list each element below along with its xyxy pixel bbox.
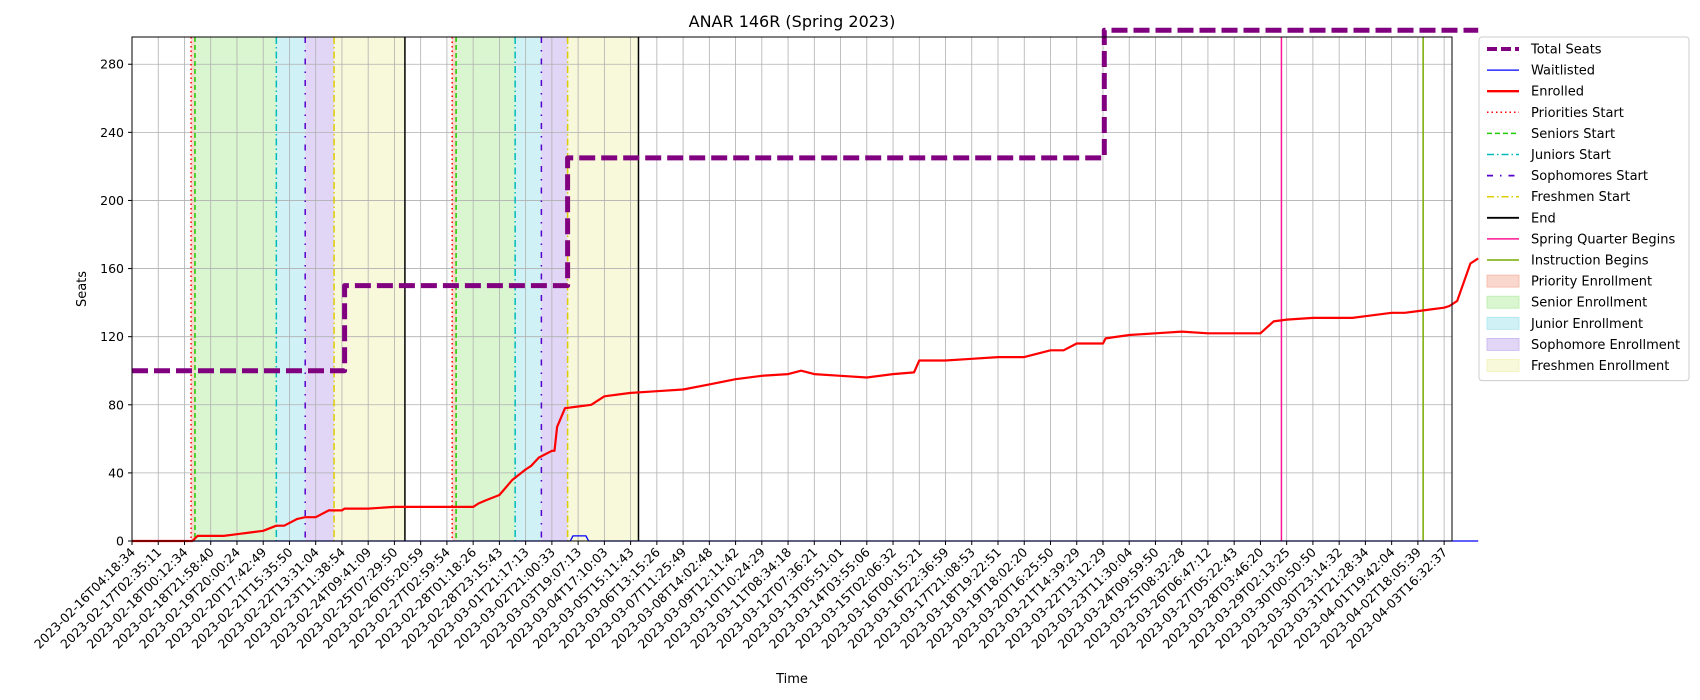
phase-lines xyxy=(190,37,1424,541)
y-tick-label: 160 xyxy=(100,261,124,276)
sophomore-enrollment-span xyxy=(541,37,568,541)
junior-enrollment-legend-swatch xyxy=(1486,316,1520,330)
priority-enrollment-legend-swatch xyxy=(1486,274,1520,288)
senior-enrollment-legend-swatch xyxy=(1486,295,1520,309)
y-axis-ticks: 0 40 80 120 160 200 240 280 xyxy=(100,57,132,549)
total-seats-line xyxy=(132,27,1479,374)
total-seats-legend-label: Total Seats xyxy=(1530,43,1602,58)
freshmen-enrollment-span xyxy=(567,37,639,541)
instruction-begins-legend-label: Instruction Begins xyxy=(1531,254,1649,269)
priority-enrollment-span xyxy=(452,37,457,541)
junior-enrollment-span xyxy=(515,37,542,541)
junior-enrollment-legend-label: Junior Enrollment xyxy=(1530,317,1643,332)
sophomore-enrollment-legend-label: Sophomore Enrollment xyxy=(1531,338,1680,353)
legend-box xyxy=(1478,36,1690,382)
enrollment-spans xyxy=(191,37,639,541)
plot-frame xyxy=(131,36,1453,542)
end-legend-label: End xyxy=(1531,211,1556,226)
y-tick-label: 80 xyxy=(108,397,124,412)
x-axis-ticks: 2023-02-16T04:18:342023-02-17T02:35:1120… xyxy=(31,541,1450,652)
y-tick-label: 0 xyxy=(116,534,124,549)
freshmen-enrollment-legend-label: Freshmen Enrollment xyxy=(1531,359,1669,374)
freshmen-start-legend-label: Freshmen Start xyxy=(1531,190,1630,205)
senior-enrollment-span xyxy=(194,37,277,541)
waitlisted-legend-label: Waitlisted xyxy=(1531,64,1595,79)
y-tick-label: 240 xyxy=(100,125,124,140)
y-tick-label: 200 xyxy=(100,193,124,208)
sophomores-start-legend-label: Sophomores Start xyxy=(1531,169,1648,184)
sophomore-enrollment-legend-swatch xyxy=(1486,337,1520,351)
x-axis-label: Time xyxy=(775,672,808,687)
legend: Total Seats Waitlisted Enrolled Priorities … xyxy=(1478,36,1690,382)
y-tick-label: 120 xyxy=(100,329,124,344)
grid-lines xyxy=(131,37,1452,542)
sophomore-enrollment-span xyxy=(305,37,335,541)
chart-title: ANAR 146R (Spring 2023) xyxy=(689,12,896,31)
juniors-start-legend-label: Juniors Start xyxy=(1530,148,1611,163)
junior-enrollment-span xyxy=(276,37,306,541)
seniors-start-legend-label: Seniors Start xyxy=(1531,127,1615,142)
priority-enrollment-span xyxy=(191,37,195,541)
senior-enrollment-span xyxy=(456,37,516,541)
y-tick-label: 280 xyxy=(100,57,124,72)
senior-enrollment-legend-label: Senior Enrollment xyxy=(1531,296,1647,311)
y-axis-label: Seats xyxy=(75,271,90,307)
enrolled-legend-label: Enrolled xyxy=(1531,85,1584,100)
freshmen-enrollment-legend-swatch xyxy=(1486,359,1520,372)
priorities-start-legend-label: Priorities Start xyxy=(1531,106,1624,121)
spring-quarter-begins-legend-label: Spring Quarter Begins xyxy=(1531,232,1675,247)
y-tick-label: 40 xyxy=(108,465,124,480)
priority-enrollment-legend-label: Priority Enrollment xyxy=(1531,275,1652,290)
